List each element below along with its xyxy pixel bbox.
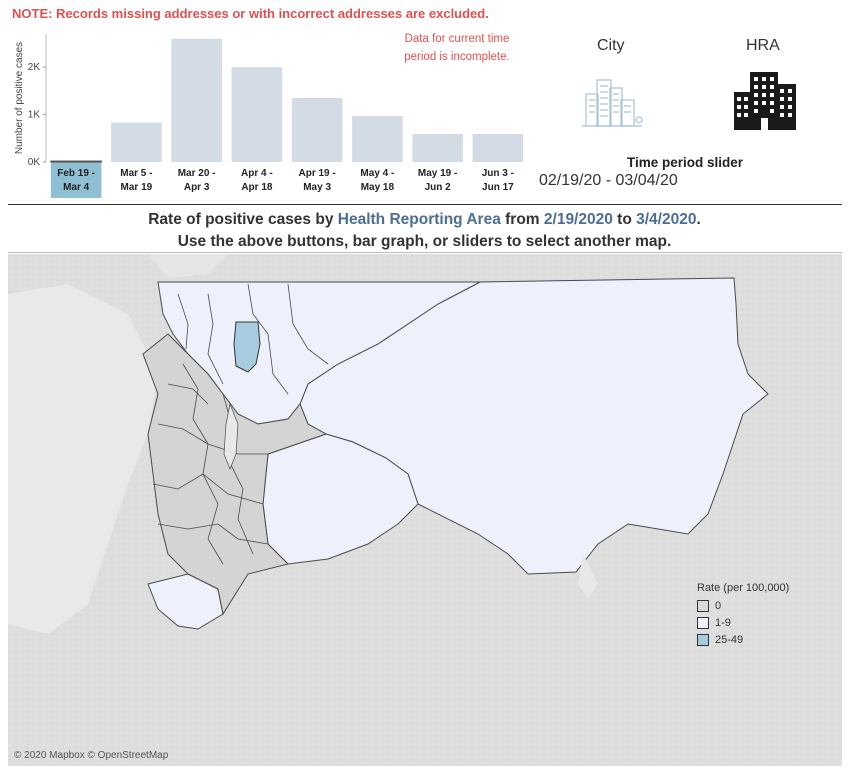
section-divider — [8, 204, 842, 205]
heading-area: Health Reporting Area — [337, 211, 501, 228]
city-button[interactable] — [580, 72, 644, 135]
x-tick-label[interactable]: Mar 4 — [63, 182, 90, 193]
map-instructions: Use the above buttons, bar graph, or sli… — [177, 233, 672, 250]
x-tick-label[interactable]: Jun 3 - — [482, 168, 514, 179]
x-tick-label[interactable]: Apr 4 - — [241, 168, 273, 179]
legend-swatch-2 — [697, 633, 709, 646]
selected-category-highlight[interactable] — [50, 162, 102, 198]
map-top-border — [8, 252, 842, 253]
bar-7[interactable] — [472, 134, 524, 162]
bar-4[interactable] — [291, 98, 343, 162]
map-legend: Rate (per 100,000) 0 1-9 25-49 — [697, 582, 789, 648]
water-north — [148, 254, 228, 278]
bar-6[interactable] — [412, 134, 463, 162]
lake-washington — [223, 402, 239, 470]
heading-start-date: 2/19/2020 — [543, 211, 613, 228]
x-tick-label[interactable]: Feb 19 - — [57, 168, 95, 179]
x-tick-label[interactable]: May 3 — [303, 182, 331, 193]
map-heading: Rate of positive cases by Health Reporti… — [0, 211, 849, 229]
legend-swatch-0 — [697, 599, 709, 612]
heading-to: to — [612, 211, 637, 228]
exclusion-note: NOTE: Records missing addresses or with … — [12, 6, 489, 21]
hra-boundaries — [152, 283, 329, 565]
legend-label-1: 1-9 — [715, 616, 731, 629]
hra-button-label[interactable]: HRA — [746, 37, 780, 54]
legend-label-2: 25-49 — [715, 633, 744, 646]
legend-item[interactable]: 25-49 — [697, 631, 789, 648]
x-tick-label[interactable]: Apr 18 — [241, 182, 273, 193]
x-tick-label[interactable]: Mar 19 — [121, 182, 153, 193]
x-tick-label[interactable]: Apr 3 — [184, 182, 210, 193]
incomplete-note-line1: Data for current time — [404, 33, 510, 45]
county-map[interactable] — [8, 254, 842, 766]
x-tick-label[interactable]: Mar 20 - — [178, 168, 216, 179]
y-axis-label: Number of positive cases — [14, 42, 25, 154]
hra-button[interactable] — [732, 70, 798, 137]
city-button-label[interactable]: City — [597, 37, 625, 54]
x-tick-label[interactable]: May 19 - — [418, 168, 457, 179]
map-svg[interactable] — [8, 254, 842, 766]
map-attribution[interactable]: © 2020 Mapbox © OpenStreetMap — [14, 750, 169, 761]
heading-dot: . — [696, 211, 701, 228]
lake-east — [578, 554, 598, 599]
time-period-slider-title: Time period slider — [627, 155, 744, 170]
time-period-slider-value[interactable]: 02/19/20 - 03/04/20 — [539, 172, 678, 189]
bar-0[interactable] — [50, 160, 102, 163]
x-tick-label[interactable]: May 18 — [361, 182, 395, 193]
incomplete-period-note: Data for current time period is incomple… — [372, 30, 542, 66]
puget-sound-water — [8, 284, 158, 634]
legend-label-0: 0 — [715, 599, 722, 612]
x-tick-label[interactable]: Jun 17 — [482, 182, 514, 193]
y-tick-label: 2K — [28, 62, 41, 73]
legend-title: Rate (per 100,000) — [697, 582, 790, 594]
city-icon[interactable] — [580, 72, 644, 130]
cases-bar-chart[interactable]: Number of positive cases 0K 1K 2K Feb 19 - Ma… — [0, 26, 540, 204]
y-tick-label: 1K — [28, 110, 41, 121]
y-tick-label: 0K — [28, 157, 41, 168]
legend-swatch-1 — [697, 616, 709, 629]
bar-1[interactable] — [111, 122, 162, 162]
x-tick-label[interactable]: Apr 19 - — [299, 168, 336, 179]
x-tick-label[interactable]: May 4 - — [360, 168, 394, 179]
bar-3[interactable] — [231, 67, 283, 162]
heading-prefix: Rate of positive cases by — [148, 211, 338, 228]
hra-highlighted[interactable] — [233, 321, 261, 373]
heading-end-date: 3/4/2020 — [636, 211, 697, 228]
x-tick-label[interactable]: Mar 5 - — [120, 168, 152, 179]
bar-2[interactable] — [171, 38, 222, 163]
incomplete-note-line2: period is incomplete. — [404, 51, 510, 63]
buildings-icon[interactable] — [732, 70, 798, 132]
x-tick-label[interactable]: Jun 2 — [425, 182, 452, 193]
bar-5[interactable] — [352, 116, 403, 162]
heading-from: from — [500, 211, 544, 228]
legend-item[interactable]: 0 — [697, 597, 789, 614]
legend-item[interactable]: 1-9 — [697, 614, 789, 631]
